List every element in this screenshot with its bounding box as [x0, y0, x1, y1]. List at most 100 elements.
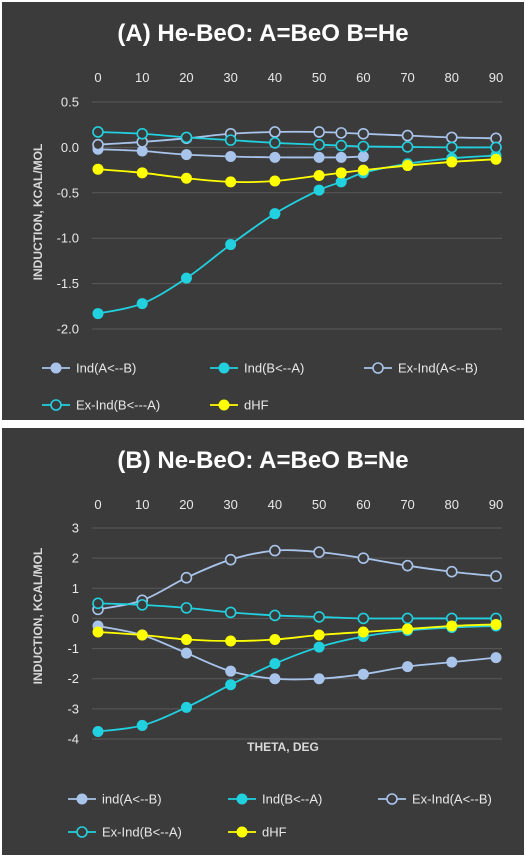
y-tick-label: -2	[67, 671, 79, 686]
data-point	[357, 164, 369, 176]
legend-marker	[372, 362, 384, 374]
data-point	[445, 131, 458, 144]
data-point	[92, 308, 104, 320]
x-tick-label: 50	[312, 70, 326, 85]
x-tick-label: 0	[94, 70, 101, 85]
data-point	[490, 570, 502, 583]
data-point	[180, 272, 192, 284]
x-tick-label: 50	[312, 497, 326, 512]
data-point	[357, 127, 370, 140]
x-tick-label: 10	[135, 497, 149, 512]
data-point	[357, 140, 370, 153]
data-point	[313, 546, 325, 558]
y-tick-label: -4	[67, 732, 79, 747]
x-tick-label: 80	[445, 70, 459, 85]
chart-title: (A) He-BeO: A=BeO B=He	[117, 20, 408, 47]
series-4	[92, 153, 502, 188]
data-point	[401, 612, 414, 625]
data-point	[490, 141, 502, 154]
data-point	[335, 167, 347, 179]
data-point	[402, 623, 414, 635]
chart-a: (A) He-BeO: A=BeO B=He INDUCTION, KCAL/M…	[31, 20, 503, 413]
series-0	[92, 143, 369, 163]
data-point	[225, 150, 237, 162]
x-tick-label: 90	[489, 497, 503, 512]
legend-label: Ex-Ind(A<--B)	[412, 792, 492, 807]
legend-entry: Ind(B<--A)	[228, 792, 322, 807]
legend-marker	[50, 362, 62, 374]
data-point	[313, 184, 325, 196]
data-point	[357, 668, 369, 680]
x-tick-label: 40	[268, 70, 282, 85]
data-point	[136, 719, 148, 731]
data-point	[92, 126, 104, 138]
legend-marker	[236, 826, 248, 838]
legend-marker	[76, 793, 88, 805]
data-point	[225, 679, 237, 691]
series-line	[97, 625, 497, 733]
data-point	[136, 599, 149, 611]
data-point	[136, 127, 149, 140]
chart-panel-b: (B) Ne-BeO: A=BeO B=Ne INDUCTION, KCAL/M…	[2, 428, 524, 855]
data-point	[180, 149, 192, 161]
legend-entry: Ex-Ind(B<--A)	[68, 825, 182, 840]
data-point	[225, 635, 237, 647]
x-tick-label: 20	[179, 497, 193, 512]
data-point	[92, 725, 104, 737]
legend-marker	[218, 362, 230, 374]
data-point	[335, 139, 348, 152]
y-axis-title: INDUCTION, KCAL/MOL	[31, 548, 45, 685]
data-point	[357, 150, 369, 162]
series-1	[92, 150, 502, 320]
data-point	[269, 126, 281, 138]
data-point	[357, 612, 370, 625]
series-line	[97, 625, 497, 681]
legend-marker	[76, 826, 88, 838]
data-point	[180, 602, 193, 614]
data-point	[225, 176, 237, 188]
x-tick-label: 0	[94, 497, 101, 512]
data-point	[269, 673, 281, 685]
series-3	[92, 126, 502, 154]
data-point	[136, 167, 148, 179]
y-tick-label: -0.5	[57, 185, 79, 200]
legend-label: Ind(B<--A)	[244, 361, 304, 376]
data-point	[136, 145, 148, 157]
data-point	[446, 656, 458, 668]
x-tick-label: 60	[356, 497, 370, 512]
x-tick-label: 80	[445, 497, 459, 512]
data-point	[313, 151, 325, 163]
data-point	[92, 626, 104, 638]
legend-entry: Ex-Ind(B<---A)	[42, 398, 160, 413]
legend-entry: dHF	[210, 398, 269, 413]
data-point	[180, 131, 193, 144]
series-0	[92, 620, 502, 685]
data-point	[446, 620, 458, 632]
data-point	[269, 658, 281, 670]
x-tick-label: 90	[489, 70, 503, 85]
data-point	[313, 126, 325, 138]
y-tick-label: 3	[72, 521, 79, 536]
legend-entry: Ind(A<--B)	[42, 361, 136, 376]
legend-entry: Ind(B<--A)	[210, 361, 304, 376]
data-point	[225, 665, 237, 677]
y-tick-label: 1	[72, 581, 79, 596]
data-point	[335, 127, 348, 139]
data-point	[402, 160, 414, 172]
data-point	[225, 239, 237, 251]
series-line	[97, 130, 497, 146]
data-point	[313, 611, 325, 623]
x-tick-label: 10	[135, 70, 149, 85]
data-point	[401, 141, 414, 153]
series-line	[97, 158, 497, 184]
data-point	[490, 153, 502, 165]
x-tick-label: 30	[223, 497, 237, 512]
data-point	[445, 141, 458, 154]
data-point	[224, 134, 237, 146]
data-point	[180, 634, 192, 646]
legend-label: Ind(A<--B)	[76, 361, 136, 376]
data-point	[224, 553, 237, 566]
legend-label: Ex-Ind(B<---A)	[76, 398, 160, 413]
x-tick-label: 70	[400, 497, 414, 512]
series-4	[92, 618, 502, 647]
